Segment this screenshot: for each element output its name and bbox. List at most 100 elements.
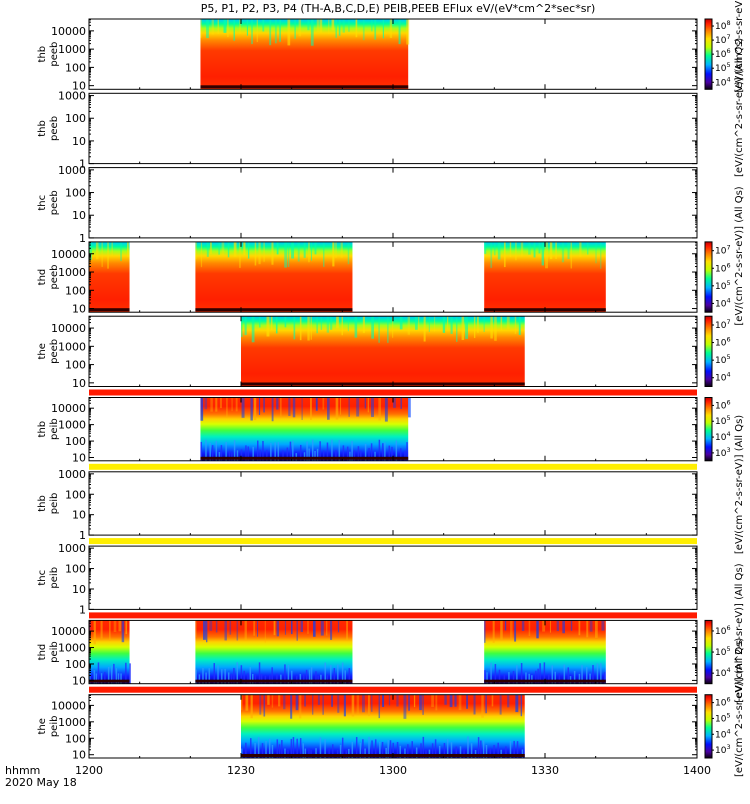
colorbar	[704, 397, 713, 462]
colorbar-label: 104	[715, 296, 731, 309]
data-streak	[276, 397, 279, 410]
data-noise	[341, 737, 344, 758]
data-streak	[307, 620, 309, 634]
y-species-label: peib	[49, 493, 60, 515]
data-noise	[407, 744, 409, 758]
data-streak	[408, 694, 411, 711]
data-noise	[385, 747, 387, 758]
data-streak	[423, 316, 426, 342]
colorbar-label: 105	[715, 711, 731, 724]
data-noise	[260, 673, 263, 684]
data-streak	[217, 19, 219, 34]
colorbar	[704, 619, 713, 685]
data-noise	[391, 446, 393, 461]
data-noise	[117, 673, 120, 684]
data-streak	[231, 397, 233, 412]
data-streak	[528, 241, 531, 255]
y-tick-label: 1000	[58, 468, 86, 481]
data-noise	[490, 662, 492, 684]
data-noise	[525, 672, 527, 684]
data-streak	[587, 241, 589, 255]
data-noise	[563, 664, 566, 684]
colorbar-label: 106	[715, 696, 731, 709]
data-noise	[371, 740, 373, 758]
data-streak	[113, 620, 117, 632]
data-streak	[392, 316, 394, 338]
data-noise	[115, 668, 118, 684]
data-streak	[312, 620, 316, 637]
data-streak	[299, 316, 302, 341]
data-noise	[346, 446, 349, 461]
data-noise	[463, 749, 465, 758]
data-streak	[245, 694, 249, 711]
data-noise	[547, 674, 550, 684]
data-floor	[241, 754, 525, 757]
data-noise	[558, 673, 561, 684]
data-streak	[330, 316, 333, 330]
colorbar-label: 106	[715, 398, 731, 411]
data-streak	[466, 694, 468, 709]
data-streak	[323, 241, 325, 267]
colorbar	[704, 241, 713, 313]
data-streak	[434, 316, 436, 332]
data-noise	[348, 668, 351, 684]
y-species-label: peeb	[49, 116, 60, 141]
data-noise	[368, 736, 370, 758]
y-tick-label: 100	[65, 732, 86, 745]
data-noise	[489, 748, 492, 758]
data-noise	[446, 739, 449, 758]
data-streak	[570, 241, 573, 269]
data-streak	[514, 620, 517, 642]
y-probe-label: thc	[37, 195, 48, 211]
data-noise	[125, 662, 127, 684]
data-streak	[561, 241, 565, 263]
data-noise	[227, 672, 230, 684]
data-noise	[247, 673, 249, 684]
data-streak	[428, 316, 430, 332]
data-streak	[343, 694, 346, 717]
data-noise	[262, 440, 264, 461]
data-streak	[253, 397, 257, 421]
data-streak	[481, 694, 484, 718]
data-streak	[287, 241, 290, 268]
data-streak	[331, 694, 333, 707]
data-noise	[245, 742, 247, 758]
data-streak	[494, 316, 497, 341]
data-streak	[555, 241, 557, 260]
data-noise	[521, 749, 524, 758]
data-noise	[348, 748, 350, 758]
data-block-0	[200, 19, 409, 90]
data-noise	[292, 440, 294, 461]
data-noise	[359, 742, 362, 758]
data-noise	[378, 439, 381, 461]
data-noise	[387, 739, 389, 758]
data-streak	[491, 694, 494, 707]
data-streak	[284, 620, 287, 635]
data-floor	[195, 308, 353, 312]
data-streak	[227, 241, 230, 258]
data-noise	[344, 670, 346, 684]
data-streak	[258, 316, 261, 328]
data-streak	[267, 694, 270, 705]
data-streak	[578, 620, 581, 636]
data-streak	[243, 241, 246, 256]
data-streak	[510, 620, 513, 640]
data-streak	[287, 19, 291, 46]
colorbar-label: 104	[715, 75, 731, 88]
data-streak	[301, 397, 303, 420]
y-tick-label: 1000	[58, 542, 86, 555]
data-noise	[261, 743, 264, 758]
colorbar-label: 106	[715, 47, 731, 60]
data-streak	[210, 397, 213, 412]
data-noise	[379, 741, 381, 758]
colorbar	[704, 315, 713, 388]
data-streak	[507, 694, 510, 708]
data-streak	[317, 694, 320, 705]
data-noise	[459, 746, 462, 758]
data-noise	[388, 445, 391, 461]
data-noise	[600, 663, 602, 684]
data-streak	[109, 620, 111, 641]
data-streak	[485, 694, 487, 714]
